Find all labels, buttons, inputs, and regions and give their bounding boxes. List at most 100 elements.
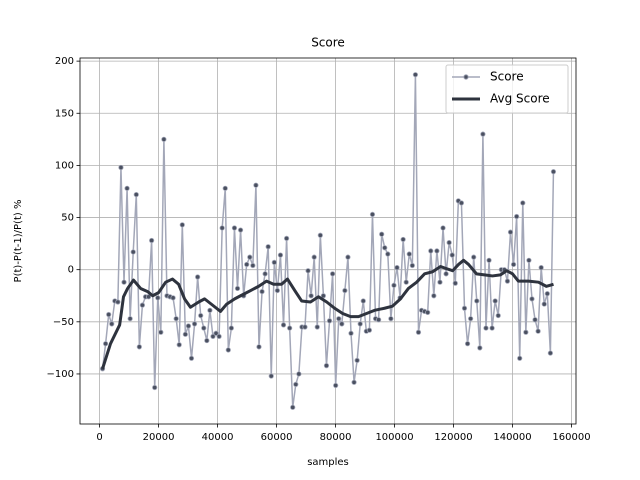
score-point bbox=[406, 251, 412, 257]
score-point bbox=[468, 316, 474, 322]
score-point bbox=[507, 229, 514, 235]
score-point bbox=[464, 341, 471, 347]
score-point bbox=[149, 237, 155, 244]
score-point bbox=[201, 325, 207, 331]
score-point bbox=[296, 371, 302, 377]
score-point bbox=[176, 342, 182, 348]
x-tick-label: 160000 bbox=[552, 432, 590, 443]
score-point bbox=[121, 279, 127, 285]
score-point bbox=[400, 236, 406, 243]
legend-marker bbox=[463, 74, 469, 80]
score-point bbox=[103, 341, 109, 347]
score-point bbox=[336, 316, 342, 322]
score-point bbox=[145, 294, 152, 300]
score-point bbox=[326, 318, 333, 324]
score-point bbox=[544, 291, 550, 297]
score-point bbox=[354, 357, 360, 363]
score-point bbox=[452, 280, 458, 286]
score-point bbox=[274, 287, 280, 294]
score-point bbox=[379, 231, 385, 237]
x-tick-label: 0 bbox=[96, 432, 102, 443]
score-point bbox=[188, 355, 195, 361]
y-tick-label: 50 bbox=[61, 213, 74, 224]
score-point bbox=[320, 293, 326, 299]
score-point bbox=[461, 305, 468, 311]
score-point bbox=[504, 278, 511, 284]
score-point bbox=[253, 182, 259, 188]
y-tick-label: 150 bbox=[55, 108, 74, 119]
score-point bbox=[280, 322, 287, 328]
score-point bbox=[256, 344, 262, 350]
chart-title: Score bbox=[311, 36, 345, 50]
score-point bbox=[434, 248, 440, 254]
score-point bbox=[517, 355, 523, 361]
score-point bbox=[265, 244, 271, 250]
score-point bbox=[415, 329, 422, 335]
average-line bbox=[101, 258, 554, 370]
y-axis-label: P(t)-P(t-1)/P(t) % bbox=[13, 200, 24, 283]
score-point bbox=[115, 299, 121, 305]
score-point bbox=[403, 279, 409, 285]
x-tick-label: 40000 bbox=[202, 432, 234, 443]
score-point bbox=[161, 136, 167, 142]
score-point bbox=[259, 288, 265, 295]
x-tick-label: 20000 bbox=[143, 432, 175, 443]
score-point bbox=[474, 298, 480, 304]
score-point bbox=[333, 382, 339, 389]
score-point bbox=[216, 333, 222, 340]
score-point bbox=[443, 271, 449, 277]
score-point bbox=[219, 225, 225, 231]
score-point bbox=[483, 325, 489, 331]
score-point bbox=[305, 268, 311, 274]
score-point bbox=[348, 330, 354, 336]
score-point bbox=[541, 301, 547, 307]
score-point bbox=[351, 379, 357, 385]
score-point bbox=[136, 344, 142, 350]
score-point bbox=[480, 131, 486, 137]
score-point bbox=[437, 279, 443, 285]
score-point bbox=[547, 350, 553, 356]
x-tick-label: 80000 bbox=[320, 432, 352, 443]
score-point bbox=[204, 337, 210, 344]
score-point bbox=[440, 225, 446, 231]
score-point bbox=[428, 248, 434, 254]
score-point bbox=[550, 169, 557, 175]
x-tick-label: 60000 bbox=[261, 432, 293, 443]
y-tick-label: −50 bbox=[53, 317, 74, 328]
score-point bbox=[532, 317, 538, 323]
score-point bbox=[283, 235, 290, 241]
x-tick-label: 140000 bbox=[493, 432, 531, 443]
score-point bbox=[185, 323, 192, 329]
score-point bbox=[323, 363, 330, 369]
score-point bbox=[520, 200, 526, 206]
plot-frame bbox=[79, 57, 577, 425]
score-point bbox=[234, 285, 241, 292]
score-point bbox=[489, 325, 495, 331]
score-point bbox=[376, 317, 382, 323]
x-axis-label: samples bbox=[307, 457, 349, 468]
score-point bbox=[247, 254, 253, 260]
x-tick-label: 100000 bbox=[375, 432, 413, 443]
score-point bbox=[495, 312, 501, 319]
score-point bbox=[191, 321, 198, 327]
score-point bbox=[228, 325, 234, 331]
score-point bbox=[130, 249, 136, 255]
score-point bbox=[471, 254, 477, 260]
score-point bbox=[302, 324, 308, 330]
score-point bbox=[139, 302, 146, 308]
score-point bbox=[213, 330, 219, 336]
score-point bbox=[382, 245, 388, 251]
score-point bbox=[538, 264, 544, 271]
score-point bbox=[308, 293, 314, 299]
score-point bbox=[486, 257, 492, 263]
score-point bbox=[526, 257, 532, 263]
score-point bbox=[222, 185, 228, 191]
score-point bbox=[394, 264, 400, 271]
score-point bbox=[225, 347, 231, 353]
score-point bbox=[388, 316, 394, 322]
score-point bbox=[152, 384, 158, 391]
score-point bbox=[535, 328, 541, 334]
legend-label: Score bbox=[490, 70, 524, 84]
x-tick-label: 120000 bbox=[434, 432, 472, 443]
score-point bbox=[342, 287, 348, 294]
